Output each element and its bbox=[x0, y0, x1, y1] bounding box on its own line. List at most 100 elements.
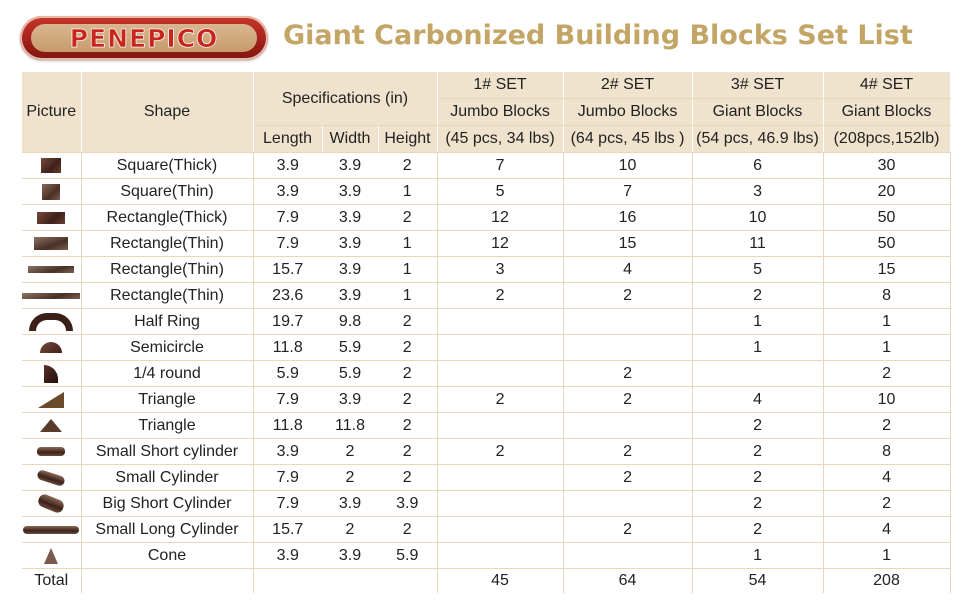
table-row: Triangle 11.8 11.8 2 2 2 bbox=[22, 412, 951, 439]
set4-count-cell: 1 bbox=[823, 542, 951, 569]
set3-count-cell: 2 bbox=[692, 282, 824, 309]
length-cell: 11.8 bbox=[253, 334, 322, 361]
set3-count-cell: 2 bbox=[692, 464, 824, 491]
width-cell: 3.9 bbox=[322, 282, 378, 309]
set1-total-cell: 45 bbox=[437, 568, 564, 593]
set3-name-header: 3# SET bbox=[692, 72, 824, 99]
page-title: Giant Carbonized Building Blocks Set Lis… bbox=[283, 20, 913, 51]
table-row: Half Ring 19.7 9.8 2 1 1 bbox=[22, 308, 951, 335]
width-cell: 5.9 bbox=[322, 360, 378, 387]
set1-count-cell: 2 bbox=[437, 282, 564, 309]
height-cell: 2 bbox=[378, 516, 438, 543]
length-cell: 7.9 bbox=[253, 490, 322, 517]
set3-count-cell: 2 bbox=[692, 516, 824, 543]
set1-count-cell bbox=[437, 516, 564, 543]
picture-cell bbox=[22, 334, 82, 361]
set1-count-cell: 12 bbox=[437, 204, 564, 231]
set4-count-cell: 8 bbox=[823, 438, 951, 465]
table-body: Square(Thick) 3.9 3.9 2 7 10 6 30 Square(Thin) 3.… bbox=[22, 152, 951, 593]
set4-total-cell: 208 bbox=[823, 568, 951, 593]
set2-count-cell: 2 bbox=[563, 438, 693, 465]
picture-cell bbox=[22, 360, 82, 387]
width-cell: 3.9 bbox=[322, 386, 378, 413]
set3-type-header: Giant Blocks bbox=[692, 98, 824, 126]
shape-cell: Triangle bbox=[81, 412, 254, 439]
picture-cell bbox=[22, 412, 82, 439]
shape-cell: Small Cylinder bbox=[81, 464, 254, 491]
table-row: Small Long Cylinder 15.7 2 2 2 2 4 bbox=[22, 516, 951, 543]
set2-count-cell bbox=[563, 412, 693, 439]
set2-count-cell: 15 bbox=[563, 230, 693, 257]
picture-cell bbox=[22, 308, 82, 335]
width-cell: 3.9 bbox=[322, 152, 378, 179]
table-row: Rectangle(Thick) 7.9 3.9 2 12 16 10 50 bbox=[22, 204, 951, 231]
height-cell: 5.9 bbox=[378, 542, 438, 569]
set4-count-cell: 4 bbox=[823, 516, 951, 543]
set2-count-cell bbox=[563, 334, 693, 361]
width-cell: 3.9 bbox=[322, 230, 378, 257]
set1-count-cell: 2 bbox=[437, 438, 564, 465]
set3-count-cell: 2 bbox=[692, 412, 824, 439]
set4-count-cell: 10 bbox=[823, 386, 951, 413]
height-cell: 1 bbox=[378, 178, 438, 205]
length-cell: 15.7 bbox=[253, 256, 322, 283]
set1-count-cell: 7 bbox=[437, 152, 564, 179]
picture-cell bbox=[22, 464, 82, 491]
set1-count-cell bbox=[437, 490, 564, 517]
shape-cell: Rectangle(Thin) bbox=[81, 256, 254, 283]
height-cell: 2 bbox=[378, 152, 438, 179]
set1-count-cell bbox=[437, 412, 564, 439]
height-cell: 2 bbox=[378, 464, 438, 491]
width-cell: 3.9 bbox=[322, 256, 378, 283]
rectangle-thick-block-icon bbox=[37, 211, 66, 224]
set2-count-cell: 7 bbox=[563, 178, 693, 205]
set3-count-cell: 3 bbox=[692, 178, 824, 205]
set4-count-cell: 2 bbox=[823, 490, 951, 517]
set2-type-header: Jumbo Blocks bbox=[563, 98, 693, 126]
height-cell: 2 bbox=[378, 308, 438, 335]
height-cell: 2 bbox=[378, 386, 438, 413]
table-row: Semicircle 11.8 5.9 2 1 1 bbox=[22, 334, 951, 361]
rectangle-thin-extra-long-block-icon bbox=[22, 292, 81, 299]
picture-cell bbox=[22, 178, 82, 205]
set2-count-cell: 2 bbox=[563, 282, 693, 309]
small-short-cylinder-block-icon bbox=[37, 447, 66, 456]
set1-name-header: 1# SET bbox=[437, 72, 564, 99]
set2-count-cell: 2 bbox=[563, 386, 693, 413]
table-row: Rectangle(Thin) 7.9 3.9 1 12 15 11 50 bbox=[22, 230, 951, 257]
set2-count-cell: 2 bbox=[563, 464, 693, 491]
shape-cell: Triangle bbox=[81, 386, 254, 413]
set2-count-cell bbox=[563, 542, 693, 569]
shape-cell: Small Short cylinder bbox=[81, 438, 254, 465]
set3-count-cell: 1 bbox=[692, 308, 824, 335]
length-cell: 7.9 bbox=[253, 464, 322, 491]
half-ring-block-icon bbox=[29, 312, 74, 331]
set4-count-cell: 1 bbox=[823, 308, 951, 335]
total-shape-cell bbox=[81, 568, 254, 593]
width-cell: 9.8 bbox=[322, 308, 378, 335]
set4-detail-header: (208pcs,152lb) bbox=[823, 125, 951, 153]
length-cell: 3.9 bbox=[253, 152, 322, 179]
set1-detail-header: (45 pcs, 34 lbs) bbox=[437, 125, 564, 153]
table-row: Square(Thin) 3.9 3.9 1 5 7 3 20 bbox=[22, 178, 951, 205]
set3-count-cell: 1 bbox=[692, 542, 824, 569]
shape-cell: Cone bbox=[81, 542, 254, 569]
set2-detail-header: (64 pcs, 45 lbs ) bbox=[563, 125, 693, 153]
shape-cell: Square(Thin) bbox=[81, 178, 254, 205]
width-cell: 5.9 bbox=[322, 334, 378, 361]
picture-cell bbox=[22, 438, 82, 465]
length-cell: 19.7 bbox=[253, 308, 322, 335]
brand-logo: PENEPICO bbox=[20, 16, 268, 60]
quarter-round-block-icon bbox=[44, 364, 59, 383]
table-row: Cone 3.9 3.9 5.9 1 1 bbox=[22, 542, 951, 569]
set1-count-cell bbox=[437, 542, 564, 569]
specifications-header: Specifications (in) bbox=[253, 72, 438, 126]
height-header: Height bbox=[378, 125, 438, 153]
set2-total-cell: 64 bbox=[563, 568, 693, 593]
set1-count-cell bbox=[437, 464, 564, 491]
table-row: Rectangle(Thin) 15.7 3.9 1 3 4 5 15 bbox=[22, 256, 951, 283]
brand-logo-text: PENEPICO bbox=[69, 23, 219, 53]
set3-count-cell: 5 bbox=[692, 256, 824, 283]
set2-count-cell: 16 bbox=[563, 204, 693, 231]
width-cell: 2 bbox=[322, 438, 378, 465]
